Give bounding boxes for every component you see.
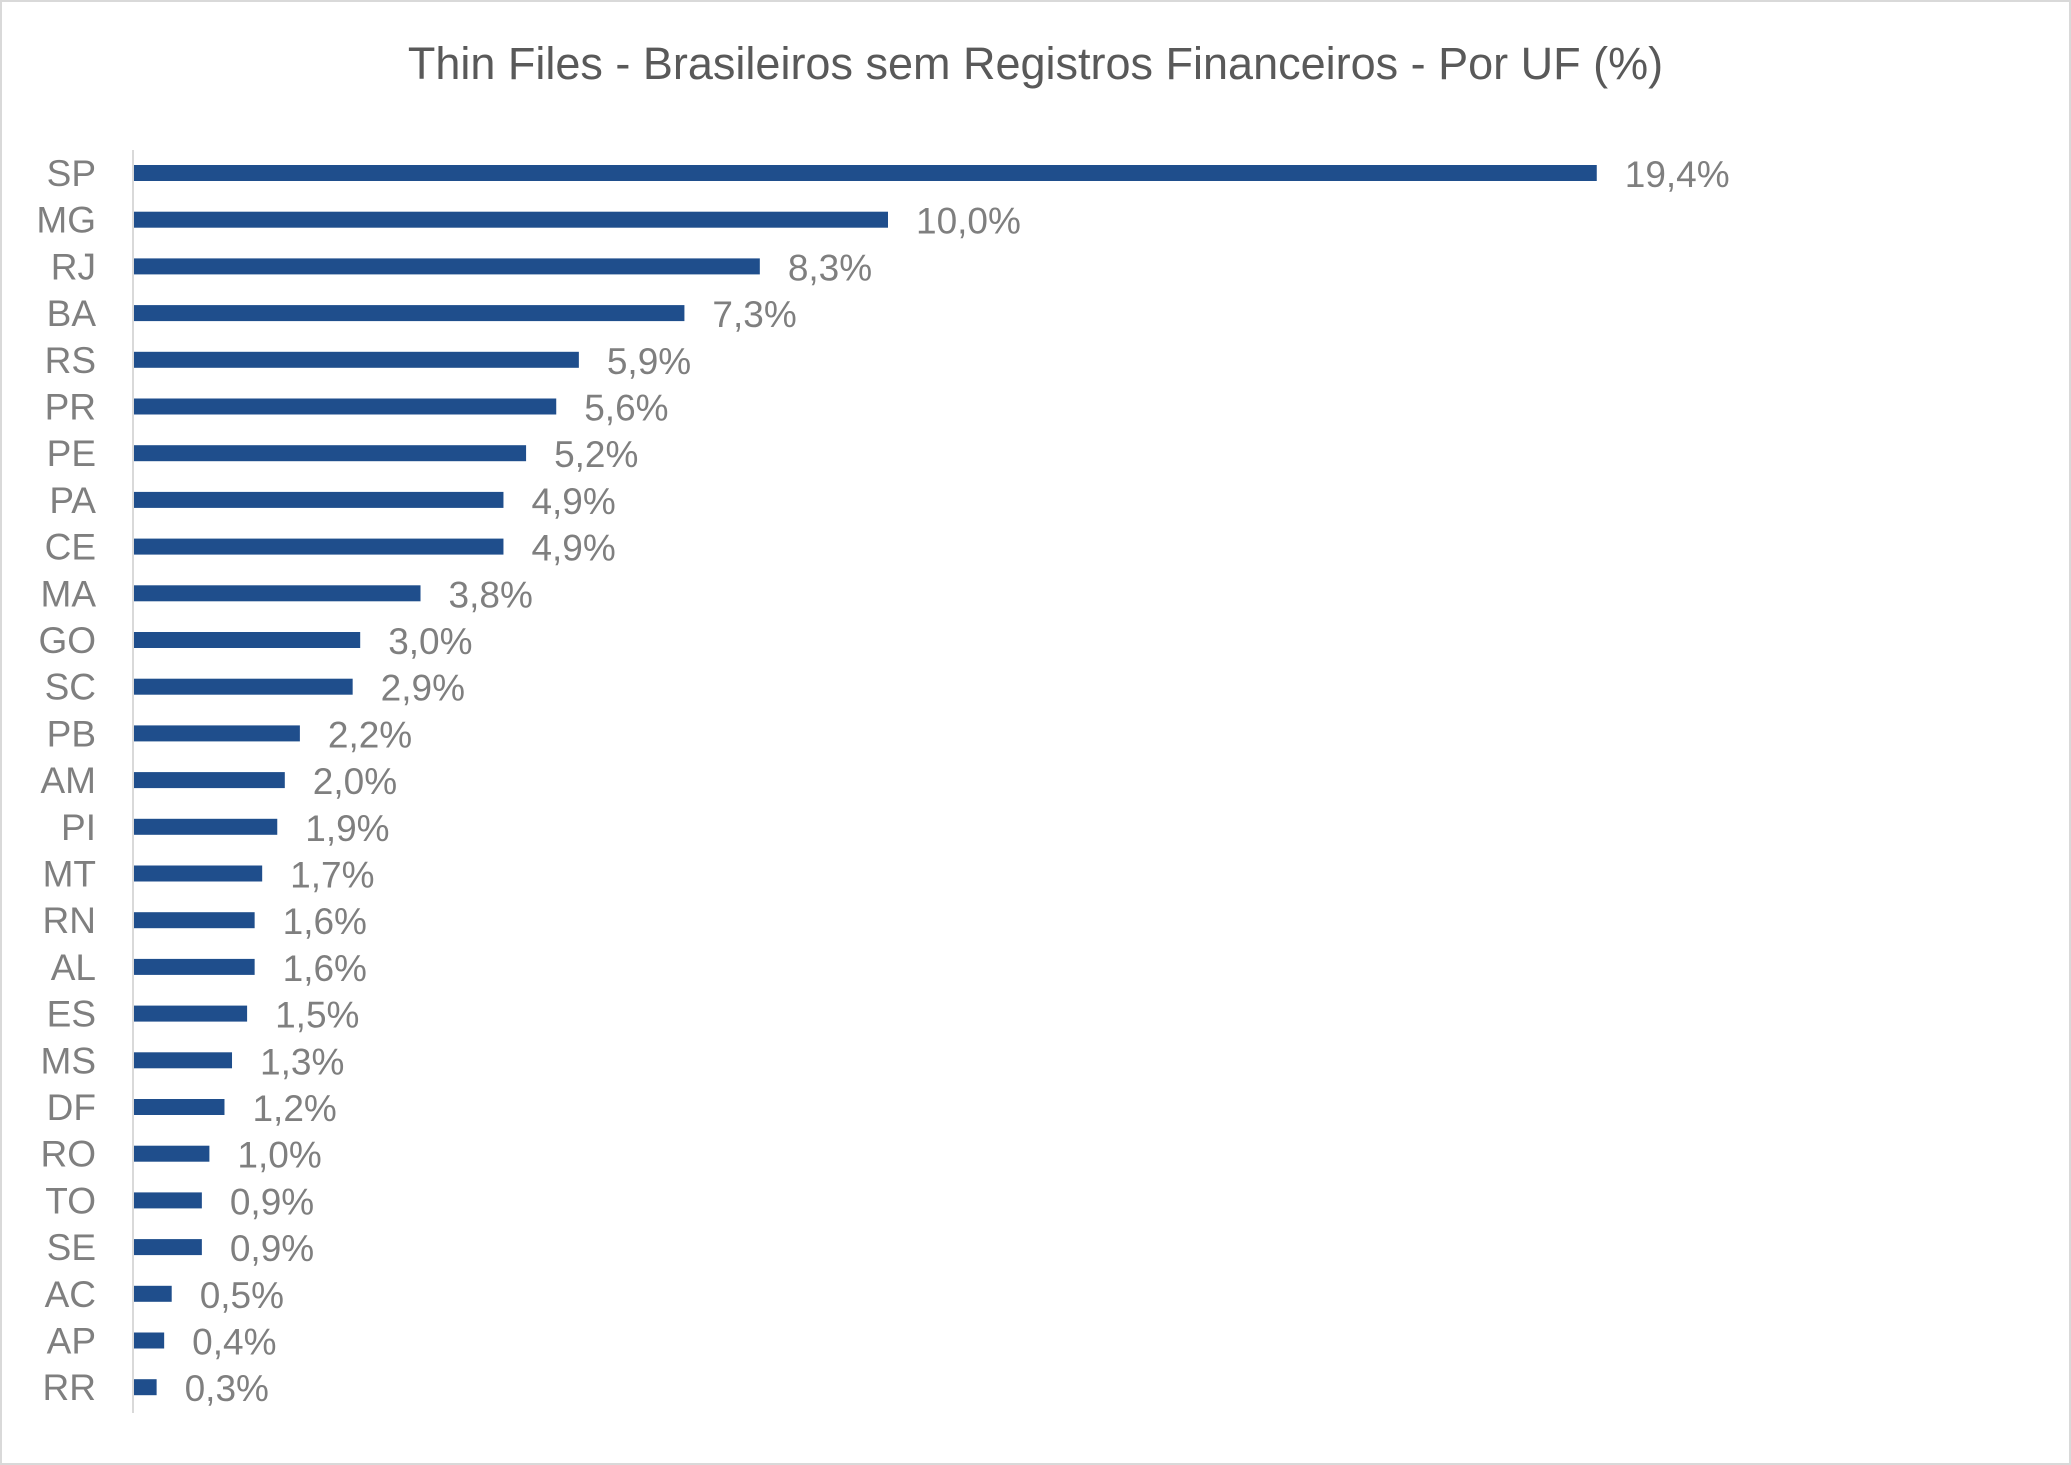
data-label: 0,4% bbox=[192, 1322, 276, 1363]
category-label: AC bbox=[45, 1274, 96, 1315]
bar-ac bbox=[134, 1285, 172, 1302]
category-label: PI bbox=[61, 807, 96, 848]
category-label: RR bbox=[43, 1367, 96, 1408]
data-label: 7,3% bbox=[712, 294, 796, 335]
bar-ba bbox=[134, 305, 685, 322]
data-label: 10,0% bbox=[916, 201, 1021, 242]
data-label: 0,5% bbox=[200, 1275, 284, 1316]
bar-sp bbox=[134, 165, 1597, 181]
bar-rj bbox=[134, 258, 760, 275]
data-label: 5,6% bbox=[584, 388, 668, 429]
category-label: DF bbox=[47, 1087, 96, 1128]
bar-ro bbox=[134, 1145, 210, 1162]
category-label: SC bbox=[45, 667, 96, 708]
category-label: MG bbox=[36, 200, 96, 241]
data-label: 1,9% bbox=[305, 808, 389, 849]
data-label: 2,0% bbox=[313, 761, 397, 802]
data-label: 1,6% bbox=[283, 901, 367, 942]
bar-ap bbox=[134, 1332, 165, 1349]
bar-pb bbox=[134, 725, 300, 742]
bar-es bbox=[134, 1005, 248, 1022]
bar-go bbox=[134, 632, 361, 648]
category-label: TO bbox=[45, 1180, 96, 1221]
bar-se bbox=[134, 1239, 202, 1256]
category-label: PR bbox=[45, 387, 96, 428]
data-label: 1,0% bbox=[237, 1135, 321, 1176]
category-label: SP bbox=[47, 153, 96, 194]
category-label: MA bbox=[41, 573, 97, 614]
bar-ms bbox=[134, 1052, 233, 1069]
category-label: GO bbox=[38, 620, 96, 661]
data-label: 0,9% bbox=[230, 1181, 314, 1222]
bar-pr bbox=[134, 398, 557, 415]
bar-df bbox=[134, 1099, 225, 1115]
data-label: 0,9% bbox=[230, 1228, 314, 1269]
bar-mt bbox=[134, 865, 263, 882]
bar-rn bbox=[134, 912, 255, 929]
data-label: 1,5% bbox=[275, 995, 359, 1036]
category-label: AM bbox=[41, 760, 97, 801]
category-label: ES bbox=[47, 994, 96, 1035]
category-label: AL bbox=[51, 947, 96, 988]
bar-sc bbox=[134, 678, 353, 695]
chart-title: Thin Files - Brasileiros sem Registros F… bbox=[407, 38, 1664, 89]
bar-rr bbox=[134, 1379, 157, 1396]
data-label: 3,8% bbox=[449, 574, 533, 615]
category-label: CE bbox=[45, 527, 96, 568]
bar-mg bbox=[134, 211, 888, 228]
data-label: 2,2% bbox=[328, 714, 412, 755]
category-label: PA bbox=[49, 480, 96, 521]
data-label: 1,2% bbox=[252, 1088, 336, 1129]
data-label: 2,9% bbox=[381, 668, 465, 709]
data-label: 5,2% bbox=[554, 434, 638, 475]
data-label: 1,7% bbox=[290, 855, 374, 896]
category-label: MS bbox=[41, 1040, 97, 1081]
bar-am bbox=[134, 772, 285, 789]
data-label: 5,9% bbox=[607, 341, 691, 382]
bar-ma bbox=[134, 585, 421, 602]
bar-pe bbox=[134, 445, 527, 462]
bar-rs bbox=[134, 351, 579, 368]
data-label: 3,0% bbox=[388, 621, 472, 662]
category-label: PE bbox=[47, 433, 96, 474]
bar-ce bbox=[134, 538, 504, 555]
category-label: RN bbox=[43, 900, 96, 941]
data-label: 4,9% bbox=[531, 528, 615, 569]
bar-al bbox=[134, 958, 255, 975]
category-label: SE bbox=[47, 1227, 96, 1268]
category-label: MT bbox=[43, 854, 96, 895]
data-label: 1,3% bbox=[260, 1041, 344, 1082]
bar-to bbox=[134, 1192, 202, 1209]
data-label: 8,3% bbox=[788, 247, 872, 288]
category-label: RS bbox=[45, 340, 96, 381]
category-label: AP bbox=[47, 1321, 96, 1362]
category-label: RJ bbox=[51, 246, 96, 287]
bar-pi bbox=[134, 818, 278, 835]
data-label: 19,4% bbox=[1625, 154, 1730, 195]
bar-pa bbox=[134, 491, 504, 508]
category-label: BA bbox=[47, 293, 97, 334]
data-label: 1,6% bbox=[283, 948, 367, 989]
category-label: PB bbox=[47, 713, 96, 754]
category-label: RO bbox=[41, 1134, 97, 1175]
data-label: 4,9% bbox=[531, 481, 615, 522]
data-label: 0,3% bbox=[185, 1368, 269, 1409]
